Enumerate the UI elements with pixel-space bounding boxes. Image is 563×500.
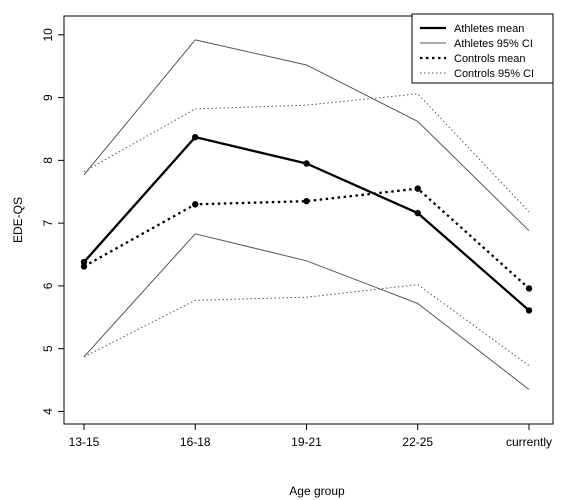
series-athletes-95-ci bbox=[83, 39, 530, 390]
series-athletes-mean bbox=[80, 133, 533, 314]
series-controls-95-ci bbox=[83, 93, 530, 367]
y-tick-label: 6 bbox=[41, 282, 55, 289]
legend: Athletes mean Athletes 95% CI Controls mea… bbox=[411, 13, 554, 84]
ci-lower-line bbox=[83, 284, 530, 367]
legend-item: Controls 95% CI bbox=[420, 68, 534, 80]
x-axis: 13-15 16-18 19-21 22-25 currently bbox=[69, 424, 552, 449]
series-layer bbox=[80, 39, 533, 390]
x-tick-label: 13-15 bbox=[69, 435, 100, 449]
y-tick-label: 8 bbox=[41, 157, 55, 164]
y-tick-label: 4 bbox=[41, 408, 55, 415]
legend-label: Controls 95% CI bbox=[454, 68, 534, 80]
legend-item: Athletes 95% CI bbox=[420, 38, 533, 50]
data-point bbox=[525, 307, 533, 314]
data-point bbox=[303, 197, 310, 205]
y-tick-label: 10 bbox=[41, 28, 55, 42]
x-axis-title: Age group bbox=[289, 484, 345, 498]
data-point bbox=[192, 201, 199, 208]
y-axis: 4 5 6 7 8 9 10 bbox=[41, 28, 64, 415]
legend-label: Controls mean bbox=[454, 53, 526, 65]
data-point bbox=[414, 209, 421, 217]
legend-label: Athletes mean bbox=[454, 23, 524, 35]
mean-line bbox=[83, 187, 530, 290]
legend-item: Athletes mean bbox=[420, 23, 524, 35]
legend-box bbox=[411, 13, 554, 84]
data-point bbox=[80, 258, 88, 266]
data-point bbox=[525, 285, 533, 292]
series-controls-mean bbox=[80, 185, 533, 292]
y-tick-label: 9 bbox=[41, 94, 55, 101]
ci-upper-line bbox=[83, 93, 530, 213]
data-point bbox=[414, 185, 421, 192]
plot-frame bbox=[63, 15, 554, 425]
x-tick-label: currently bbox=[506, 435, 552, 449]
legend-label: Athletes 95% CI bbox=[454, 38, 533, 50]
data-point bbox=[303, 160, 310, 167]
legend-item: Controls mean bbox=[420, 53, 526, 65]
y-tick-label: 7 bbox=[41, 219, 55, 226]
x-tick-label: 19-21 bbox=[291, 435, 322, 449]
y-tick-label: 5 bbox=[41, 345, 55, 352]
data-point bbox=[192, 133, 199, 141]
ci-upper-line bbox=[83, 39, 530, 232]
data-point bbox=[80, 263, 88, 270]
y-axis-title: EDE-QS bbox=[11, 197, 25, 243]
ci-lower-line bbox=[83, 233, 530, 390]
x-tick-label: 16-18 bbox=[180, 435, 211, 449]
x-tick-label: 22-25 bbox=[402, 435, 433, 449]
